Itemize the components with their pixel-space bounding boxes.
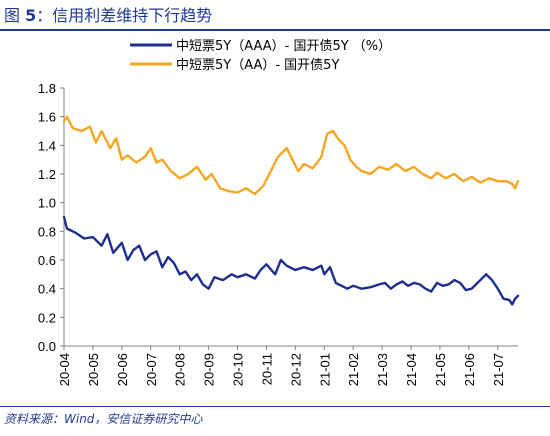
y-tick-label: 0.8: [38, 224, 56, 239]
x-tick-label: 20-04: [57, 353, 72, 386]
y-tick-label: 1.4: [38, 138, 56, 153]
x-tick-label: 21-03: [375, 353, 390, 386]
y-tick-label: 1.6: [38, 110, 56, 125]
x-tick-label: 21-01: [317, 353, 332, 386]
y-tick-label: 0.6: [38, 253, 56, 268]
legend-label: 中短票5Y（AA）- 国开债5Y: [176, 58, 339, 73]
x-tick-label: 21-04: [404, 353, 419, 386]
y-tick-label: 1.8: [38, 81, 56, 96]
series-layer: [62, 115, 520, 306]
x-tick-label: 20-11: [259, 353, 274, 385]
y-tick-label: 1.0: [38, 196, 56, 211]
legend-label: 中短票5Y（AAA）- 国开债5Y （%）: [176, 39, 391, 54]
y-axis: 0.0 0.2 0.4 0.6 0.8 1.0 1.2 1.4 1.6 1.8: [38, 81, 65, 354]
y-tick-label: 0.4: [38, 282, 56, 297]
series-line-aaa: [62, 215, 520, 306]
x-tick-label: 20-08: [173, 353, 188, 386]
y-tick-label: 0.2: [38, 310, 56, 325]
x-tick-label: 20-06: [115, 353, 130, 386]
x-axis: 20-04 20-05 20-06 20-07 20-08 20-09 20-10 20-11…: [57, 345, 518, 386]
x-tick-label: 21-05: [433, 353, 448, 386]
figure-title-text: ：信用利差维持下行趋势: [36, 6, 213, 25]
series-line-aa: [62, 115, 520, 196]
figure-number: 5: [25, 6, 37, 25]
x-tick-label: 21-07: [491, 353, 506, 386]
y-tick-label: 1.2: [38, 167, 56, 182]
figure-title-prefix: 图: [4, 6, 26, 25]
y-tick-label: 0.0: [38, 339, 56, 354]
x-tick-label: 20-12: [288, 353, 303, 386]
figure-source: 资料来源：Wind，安信证券研究中心: [4, 412, 203, 426]
x-tick-label: 21-06: [462, 353, 477, 386]
x-tick-label: 20-09: [202, 353, 217, 386]
figure-title: 图 5：信用利差维持下行趋势: [4, 2, 212, 26]
x-tick-label: 20-10: [231, 353, 246, 386]
x-tick-label: 20-07: [144, 353, 159, 386]
line-chart: 中短票5Y（AAA）- 国开债5Y （%） 中短票5Y（AA）- 国开债5Y 0.…: [38, 39, 520, 386]
x-tick-label: 21-02: [346, 353, 361, 386]
x-tick-label: 20-05: [86, 353, 101, 386]
title-rule: [0, 29, 550, 31]
footer-rule: [0, 406, 550, 407]
chart-legend: 中短票5Y（AAA）- 国开债5Y （%） 中短票5Y（AA）- 国开债5Y: [130, 39, 391, 73]
